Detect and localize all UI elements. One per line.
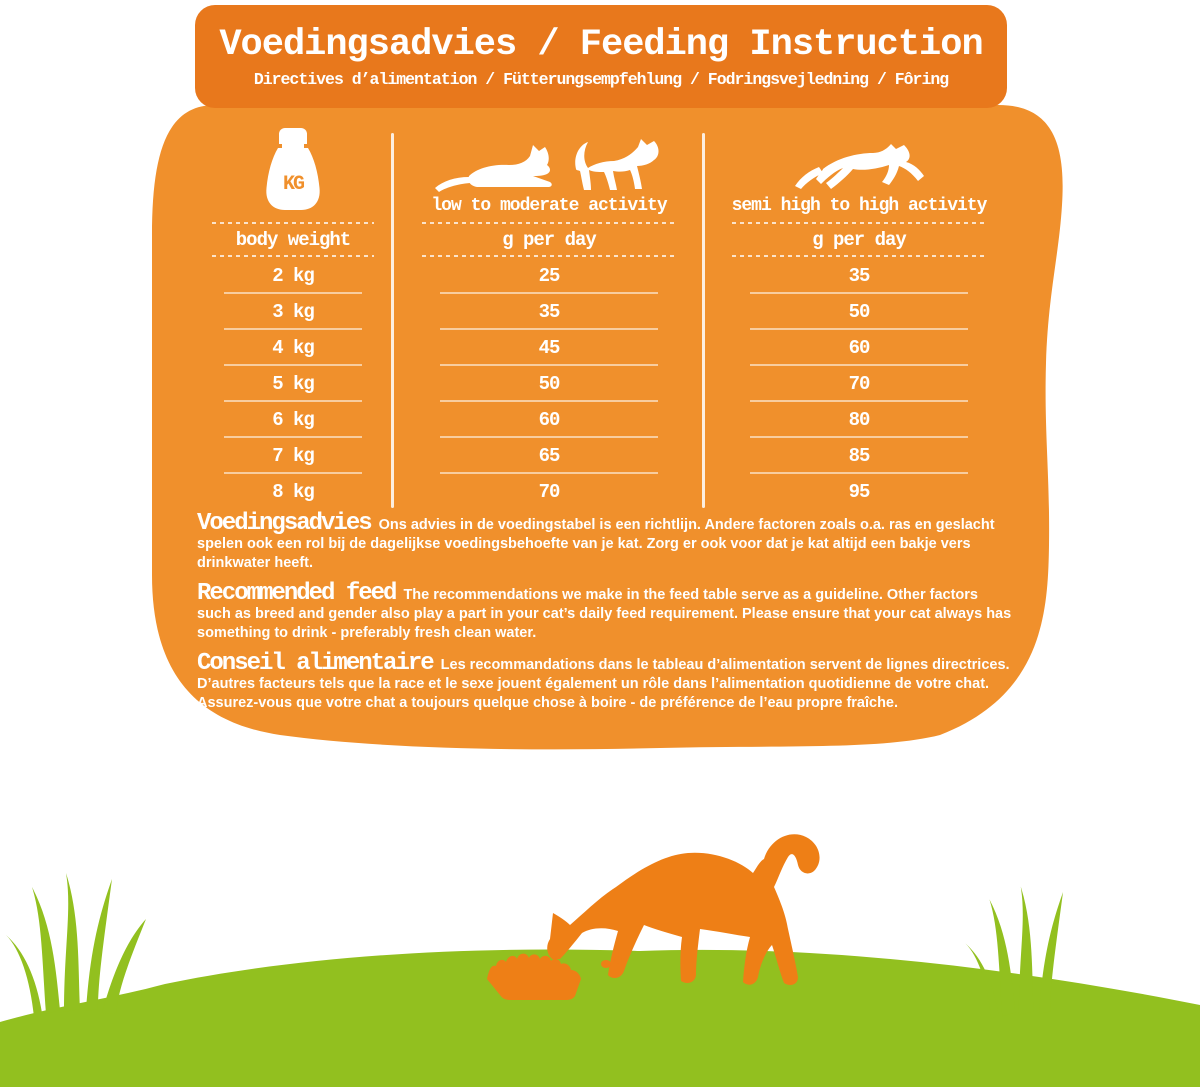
food-bowl-icon <box>487 953 581 1000</box>
grass-tuft-left <box>6 873 146 1017</box>
table-row: 5 kg <box>197 366 389 402</box>
kibble-bit <box>614 956 622 964</box>
table-row: 25 <box>398 258 700 294</box>
table-row: 35 <box>398 294 700 330</box>
table-row: 70 <box>538 481 561 503</box>
low-activity-values: 25 35 45 50 60 65 70 <box>398 258 700 510</box>
header-banner: Voedingsadvies / Feeding Instruction Dir… <box>195 5 1007 108</box>
note-french-lead: Conseil alimentaire <box>197 650 435 677</box>
note-dutch: Voedingsadvies Ons advies in de voedingst… <box>197 512 1015 573</box>
table-row: 2 kg <box>197 258 389 294</box>
advisory-notes: Voedingsadvies Ons advies in de voedingst… <box>197 512 1015 724</box>
table-row: 4 kg <box>197 330 389 366</box>
hill-shape <box>0 949 1200 1087</box>
cat-running-icon <box>795 144 924 189</box>
weight-kg-icon: KG <box>266 128 320 210</box>
table-row: 60 <box>708 330 1010 366</box>
table-row: 85 <box>708 438 1010 474</box>
table-row: 60 <box>398 402 700 438</box>
page-title: Voedingsadvies / Feeding Instruction <box>219 24 983 66</box>
table-row: 3 kg <box>197 294 389 330</box>
table-row: 6 kg <box>197 402 389 438</box>
weight-icon-kg-label: KG <box>283 173 305 196</box>
table-row: 80 <box>708 402 1010 438</box>
table-row: 50 <box>398 366 700 402</box>
column-divider <box>391 133 394 508</box>
table-row: 35 <box>708 258 1010 294</box>
kibble-bit <box>601 960 611 968</box>
cat-eating-icon <box>547 834 820 985</box>
note-english: Recommended feed The recommendations we m… <box>197 582 1015 643</box>
note-french: Conseil alimentaire Les recommandations d… <box>197 652 1015 713</box>
note-french-text: Les recommandations dans le tableau d’al… <box>197 657 1010 711</box>
note-dutch-text: Ons advies in de voedingstabel is een ri… <box>197 517 995 571</box>
column-divider <box>702 133 705 508</box>
note-english-lead: Recommended feed <box>197 580 397 607</box>
table-row: 65 <box>398 438 700 474</box>
note-english-text: The recommendations we make in the feed … <box>197 587 1012 641</box>
high-activity-values: 35 50 60 70 80 85 95 <box>708 258 1010 510</box>
orange-blob-background <box>152 105 1063 750</box>
dashed-rule <box>212 255 374 257</box>
body-weight-values: 2 kg 3 kg 4 kg 5 kg 6 kg 7 kg 8 kg <box>197 258 389 510</box>
dashed-rule <box>422 255 676 257</box>
table-row: 8 kg <box>272 481 315 503</box>
dashed-rule <box>732 255 986 257</box>
table-row: 45 <box>398 330 700 366</box>
cats-low-activity-icon <box>435 139 659 192</box>
table-row: 7 kg <box>197 438 389 474</box>
low-activity-label: low to moderate activity <box>431 196 667 216</box>
table-row: 70 <box>708 366 1010 402</box>
high-activity-unit-header: g per day <box>812 229 907 251</box>
table-row: 95 <box>848 481 871 503</box>
dashed-rule <box>732 222 986 224</box>
dashed-rule <box>212 222 374 224</box>
low-activity-unit-header: g per day <box>502 229 597 251</box>
table-row: 50 <box>708 294 1010 330</box>
note-dutch-lead: Voedingsadvies <box>197 510 373 537</box>
high-activity-label: semi high to high activity <box>731 196 988 216</box>
dashed-rule <box>422 222 676 224</box>
body-weight-header: body weight <box>235 229 351 251</box>
grass-tuft-right <box>965 886 1064 1019</box>
grass-hill-scene <box>0 834 1200 1087</box>
page-subtitle: Directives d’alimentation / Fütterungsem… <box>253 70 949 89</box>
